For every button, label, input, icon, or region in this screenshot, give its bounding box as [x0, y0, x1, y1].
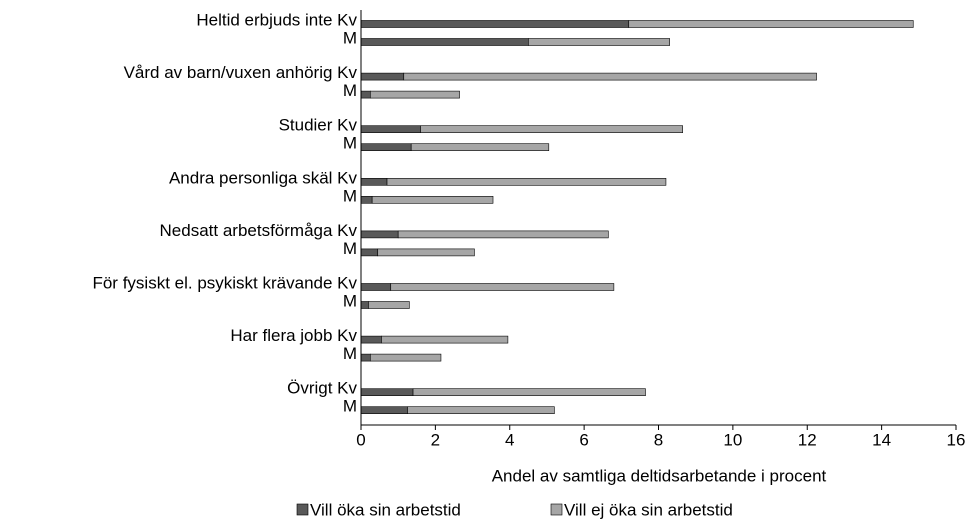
- bar: [360, 388, 414, 397]
- bar: [360, 178, 388, 186]
- bar: [369, 90, 460, 99]
- y-tick-label: Nedsatt arbetsförmåga Kv: [160, 221, 358, 240]
- bar: [360, 353, 371, 362]
- bar: [412, 388, 646, 397]
- x-tick-label: 16: [947, 430, 966, 449]
- x-tick-label: 2: [431, 430, 440, 449]
- y-tick-label: Har flera jobb Kv: [230, 326, 357, 345]
- bar: [368, 301, 410, 309]
- bar: [377, 248, 475, 257]
- bar: [360, 406, 408, 415]
- x-tick-label: 14: [872, 430, 891, 449]
- bar: [403, 72, 817, 81]
- bar: [360, 125, 421, 133]
- legend-swatch: [550, 503, 563, 516]
- bar: [360, 72, 405, 81]
- bar: [528, 38, 670, 46]
- bar: [360, 335, 382, 344]
- bar: [420, 125, 683, 133]
- y-tick-label: Övrigt Kv: [287, 379, 357, 398]
- x-tick-label: 0: [356, 430, 365, 449]
- y-tick-label: M: [343, 28, 357, 47]
- bar: [407, 406, 555, 415]
- bar: [360, 196, 373, 204]
- bar: [360, 90, 371, 99]
- bar: [360, 20, 630, 28]
- y-tick-label: Andra personliga skäl Kv: [169, 168, 358, 187]
- y-tick-label: Heltid erbjuds inte Kv: [196, 10, 357, 29]
- x-tick-label: 4: [505, 430, 514, 449]
- y-tick-label: M: [343, 397, 357, 416]
- legend-label: Vill ej öka sin arbetstid: [564, 500, 733, 519]
- bar: [360, 230, 399, 239]
- y-tick-label: M: [343, 344, 357, 363]
- bar: [386, 178, 667, 186]
- bar: [360, 248, 379, 257]
- x-tick-label: 6: [579, 430, 588, 449]
- y-tick-label: M: [343, 134, 357, 153]
- y-tick-label: M: [343, 239, 357, 258]
- x-tick-label: 12: [798, 430, 817, 449]
- bar: [397, 230, 609, 239]
- bar: [360, 143, 412, 151]
- legend-swatch: [296, 503, 309, 516]
- bar: [390, 283, 615, 291]
- bar: [360, 283, 392, 291]
- y-tick-label: M: [343, 186, 357, 205]
- y-tick-label: Vård av barn/vuxen anhörig Kv: [124, 63, 358, 82]
- y-tick-label: För fysiskt el. psykiskt krävande Kv: [92, 273, 357, 292]
- bar: [381, 335, 509, 344]
- x-tick-label: 10: [723, 430, 742, 449]
- legend-label: Vill öka sin arbetstid: [310, 500, 461, 519]
- bar: [360, 301, 369, 309]
- bar: [628, 20, 914, 28]
- bar: [369, 353, 442, 362]
- y-tick-label: Studier Kv: [279, 116, 358, 135]
- x-axis-label: Andel av samtliga deltidsarbetande i pro…: [492, 466, 827, 485]
- y-tick-label: M: [343, 81, 357, 100]
- bar: [360, 38, 529, 46]
- x-tick-label: 8: [654, 430, 663, 449]
- bar: [410, 143, 550, 151]
- y-tick-label: M: [343, 291, 357, 310]
- bar: [371, 196, 494, 204]
